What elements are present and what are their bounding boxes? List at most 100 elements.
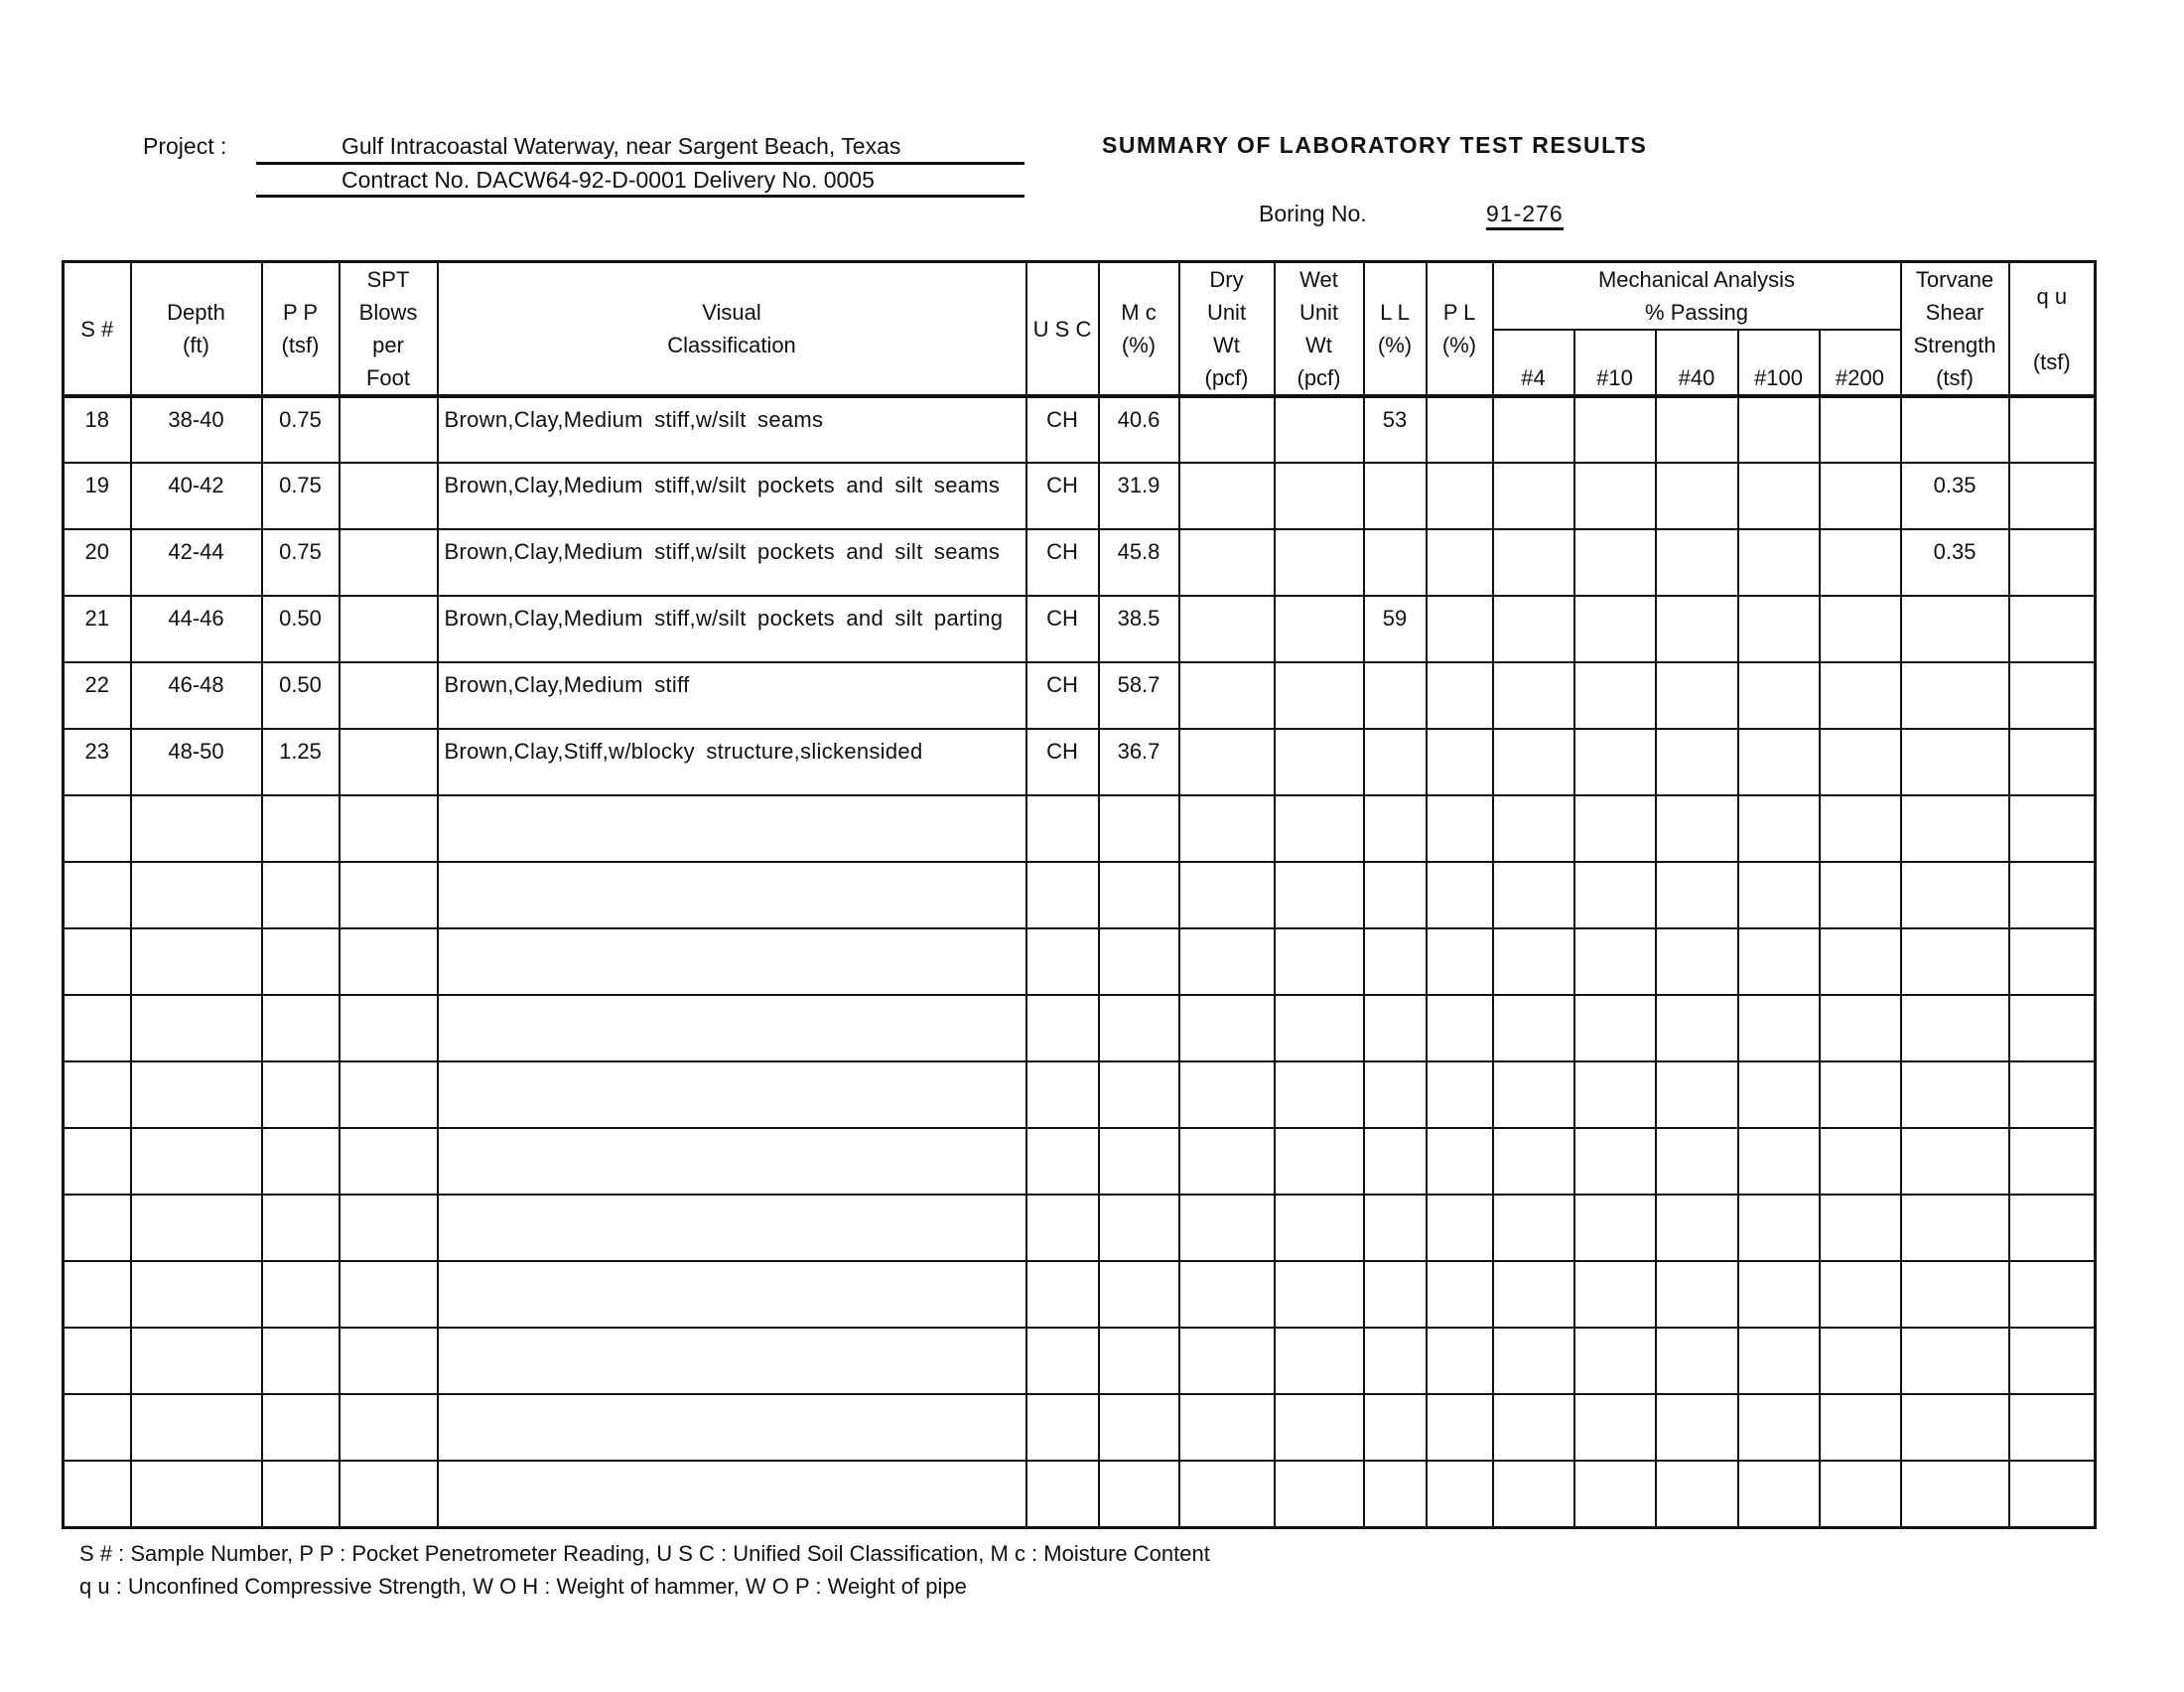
empty-cell — [1654, 1460, 1739, 1528]
cell-dry — [1177, 528, 1276, 597]
empty-cell — [338, 1393, 439, 1462]
cell-s: 22 — [62, 661, 132, 730]
empty-cell — [1425, 861, 1494, 929]
empty-cell — [1177, 1327, 1276, 1395]
empty-cell — [2007, 927, 2097, 996]
project-underline — [256, 162, 1024, 165]
empty-cell — [1654, 1127, 1739, 1196]
empty-cell — [1097, 1127, 1180, 1196]
empty-cell — [2007, 1393, 2097, 1462]
empty-cell — [338, 861, 439, 929]
empty-cell — [1273, 994, 1365, 1062]
cell-depth: 38-40 — [129, 394, 263, 464]
empty-cell — [338, 1127, 439, 1196]
empty-cell — [2007, 1060, 2097, 1129]
empty-cell — [1273, 1260, 1365, 1329]
empty-cell — [1818, 1127, 1902, 1196]
empty-cell — [129, 1460, 263, 1528]
cell-p100 — [1736, 661, 1821, 730]
empty-cell — [1818, 861, 1902, 929]
empty-cell — [1024, 994, 1100, 1062]
cell-tv — [1899, 661, 2010, 730]
empty-cell — [129, 927, 263, 996]
empty-cell — [1273, 1127, 1365, 1196]
empty-cell — [2007, 1460, 2097, 1528]
empty-cell — [1899, 994, 2010, 1062]
table-body: 18 38-40 0.75 Brown,Clay,Medium stiff,w/sil… — [62, 394, 2097, 1528]
empty-cell — [129, 1393, 263, 1462]
empty-cell — [1736, 861, 1821, 929]
empty-cell — [1097, 794, 1180, 863]
column-header-p100: #100 — [1736, 329, 1821, 397]
empty-cell — [1024, 1393, 1100, 1462]
cell-mc: 45.8 — [1097, 528, 1180, 597]
cell-vc: Brown,Clay,Medium stiff — [436, 661, 1027, 730]
cell-p4 — [1491, 462, 1575, 530]
empty-cell — [1491, 1260, 1575, 1329]
empty-cell — [1273, 927, 1365, 996]
cell-p200 — [1818, 394, 1902, 464]
empty-cell — [436, 1393, 1027, 1462]
cell-depth: 48-50 — [129, 728, 263, 796]
empty-cell — [1899, 1127, 2010, 1196]
empty-row — [62, 1060, 2097, 1129]
empty-cell — [1654, 1194, 1739, 1262]
cell-pp: 0.50 — [260, 595, 341, 663]
empty-cell — [1097, 1327, 1180, 1395]
empty-cell — [62, 994, 132, 1062]
empty-cell — [1273, 861, 1365, 929]
empty-cell — [1491, 994, 1575, 1062]
empty-cell — [1024, 861, 1100, 929]
cell-mc: 31.9 — [1097, 462, 1180, 530]
cell-p40 — [1654, 394, 1739, 464]
cell-depth: 44-46 — [129, 595, 263, 663]
cell-p10 — [1572, 595, 1657, 663]
cell-ll — [1362, 728, 1428, 796]
empty-cell — [338, 927, 439, 996]
cell-pl — [1425, 728, 1494, 796]
table-row: 21 44-46 0.50 Brown,Clay,Medium stiff,w/sil… — [62, 595, 2097, 663]
column-header-spt: SPT Blows per Foot — [338, 260, 439, 397]
empty-cell — [1024, 1327, 1100, 1395]
lab-results-table: S # Depth (ft) P P (tsf) SPT Blows per Foot… — [62, 260, 2098, 1529]
page-title: SUMMARY OF LABORATORY TEST RESULTS — [1102, 132, 1648, 158]
column-header-tv: Torvane Shear Strength (tsf) — [1899, 260, 2010, 397]
empty-cell — [1362, 1194, 1428, 1262]
empty-cell — [62, 927, 132, 996]
empty-cell — [62, 861, 132, 929]
empty-cell — [338, 1460, 439, 1528]
empty-cell — [1654, 994, 1739, 1062]
legend-line-1: S # : Sample Number, P P : Pocket Penetr… — [79, 1541, 1210, 1566]
empty-cell — [1362, 1393, 1428, 1462]
empty-cell — [1736, 1327, 1821, 1395]
empty-cell — [62, 1127, 132, 1196]
empty-cell — [1818, 1060, 1902, 1129]
empty-cell — [1097, 927, 1180, 996]
empty-cell — [1024, 927, 1100, 996]
empty-cell — [1177, 1194, 1276, 1262]
empty-cell — [2007, 861, 2097, 929]
empty-cell — [1899, 1393, 2010, 1462]
empty-cell — [436, 1194, 1027, 1262]
empty-row — [62, 927, 2097, 996]
column-header-s: S # — [62, 260, 132, 397]
cell-p40 — [1654, 595, 1739, 663]
empty-cell — [1572, 1393, 1657, 1462]
empty-cell — [260, 794, 341, 863]
cell-p100 — [1736, 595, 1821, 663]
empty-cell — [436, 1060, 1027, 1129]
cell-depth: 42-44 — [129, 528, 263, 597]
cell-pp: 0.75 — [260, 528, 341, 597]
cell-dry — [1177, 462, 1276, 530]
empty-cell — [1572, 1127, 1657, 1196]
empty-cell — [1736, 1127, 1821, 1196]
empty-cell — [1572, 927, 1657, 996]
cell-vc: Brown,Clay,Stiff,w/blocky structure,slic… — [436, 728, 1027, 796]
empty-cell — [260, 1460, 341, 1528]
empty-cell — [1024, 1060, 1100, 1129]
cell-tv — [1899, 394, 2010, 464]
empty-cell — [1654, 1393, 1739, 1462]
empty-cell — [1491, 1194, 1575, 1262]
cell-p200 — [1818, 595, 1902, 663]
empty-cell — [1736, 1393, 1821, 1462]
